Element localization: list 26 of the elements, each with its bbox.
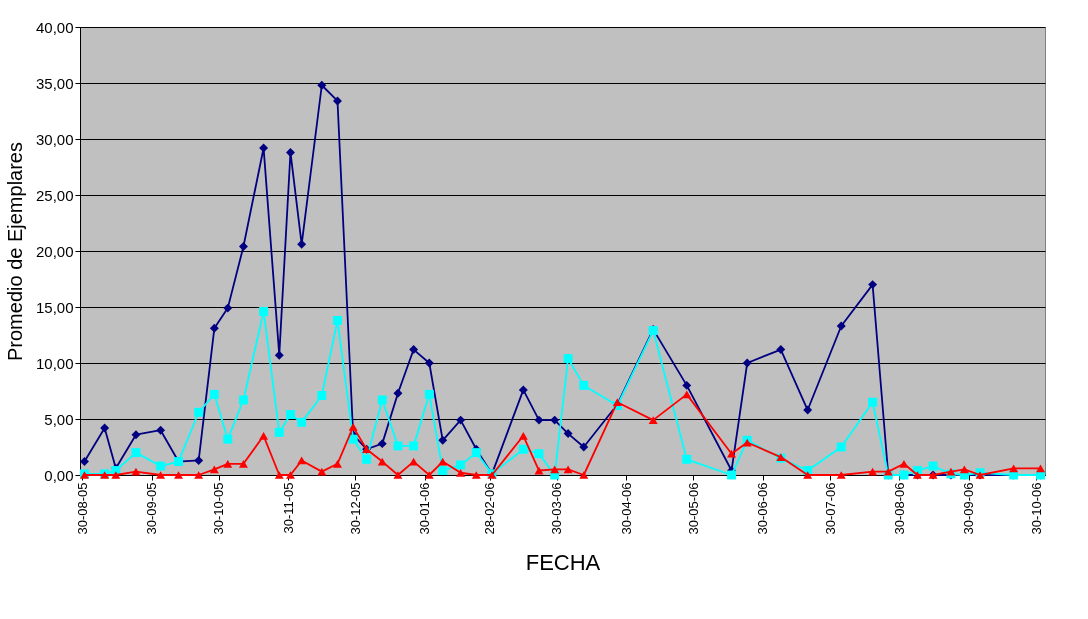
x-tick-label: 30-08-06	[891, 482, 907, 535]
x-tick-label: 30-04-06	[618, 482, 634, 535]
y-tick-label: 25,00	[35, 186, 74, 204]
y-tick-label: 5,00	[44, 410, 74, 428]
y-axis-title: Promedio de Ejemplares	[3, 142, 26, 361]
x-tick-label: 30-10-06	[1028, 482, 1044, 535]
y-tick-label: 35,00	[35, 74, 74, 92]
y-tick-label: 40,00	[35, 18, 74, 36]
x-tick-label: 30-05-06	[685, 482, 701, 535]
x-tick-label: 30-11-05	[280, 482, 296, 534]
x-tick-label: 30-10-05	[211, 482, 227, 535]
x-tick-label: 30-06-06	[755, 482, 771, 535]
x-tick-label: 30-03-06	[549, 482, 565, 535]
x-tick-label: 30-12-05	[347, 482, 363, 535]
y-tick-label: 0,00	[44, 466, 74, 484]
x-tick-label: 30-08-05	[74, 482, 90, 535]
y-tick-label: 10,00	[35, 354, 74, 372]
y-tick-label: 15,00	[35, 298, 74, 316]
x-tick-label: 30-09-06	[961, 482, 977, 535]
x-tick-label: 30-09-05	[144, 482, 160, 535]
y-tick-label: 30,00	[35, 130, 74, 148]
y-tick-label: 20,00	[35, 242, 74, 260]
x-tick-label: 30-07-06	[822, 482, 838, 535]
x-tick-label: 28-02-06	[482, 482, 498, 535]
x-tick-label: 30-01-06	[417, 482, 433, 535]
x-axis-title: FECHA	[525, 549, 601, 575]
